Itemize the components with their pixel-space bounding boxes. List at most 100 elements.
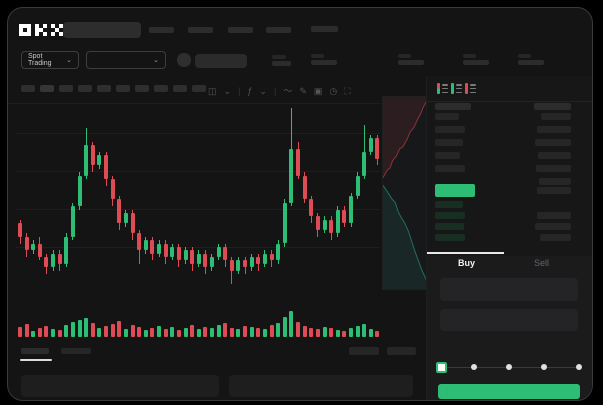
buy-button[interactable] bbox=[438, 384, 580, 399]
timeframe-button[interactable] bbox=[116, 85, 130, 92]
stat-label bbox=[463, 54, 476, 58]
volume-bar bbox=[322, 327, 327, 337]
market-type-dropdown[interactable]: Spot Trading ⌄ bbox=[21, 51, 79, 69]
nav-item[interactable] bbox=[266, 27, 291, 33]
volume-bar bbox=[203, 327, 208, 337]
volume-bar bbox=[329, 328, 334, 337]
candle-body bbox=[315, 216, 320, 230]
fullscreen-icon[interactable]: ⛶ bbox=[344, 86, 351, 96]
last-price-row[interactable] bbox=[427, 184, 592, 197]
timeframe-button[interactable] bbox=[154, 85, 168, 92]
timeframe-button[interactable] bbox=[40, 85, 54, 92]
price-input[interactable] bbox=[440, 278, 578, 301]
slider-stop-25[interactable] bbox=[471, 364, 477, 370]
candle-body bbox=[229, 260, 234, 271]
tab[interactable] bbox=[61, 348, 91, 354]
candle-body bbox=[203, 253, 208, 268]
timeframe-button[interactable] bbox=[21, 85, 35, 92]
volume-bar bbox=[368, 329, 373, 337]
pair-selector-dropdown[interactable]: ⌄ bbox=[86, 51, 166, 69]
volume-bar bbox=[349, 328, 353, 337]
orderbook-header[interactable] bbox=[427, 103, 592, 112]
candle-body bbox=[24, 236, 29, 251]
nav-item[interactable] bbox=[228, 27, 253, 33]
orderbook-asks-icon[interactable] bbox=[465, 83, 476, 94]
volume-bar bbox=[256, 328, 261, 337]
candle-body bbox=[163, 243, 168, 258]
candle-body bbox=[243, 260, 248, 268]
tab-buy[interactable]: Buy bbox=[458, 258, 476, 268]
chevron-down-icon[interactable]: ⌄ bbox=[259, 86, 267, 96]
candle-body bbox=[117, 199, 122, 224]
tab-active[interactable] bbox=[21, 348, 49, 354]
orderbook-all-icon[interactable] bbox=[437, 83, 448, 94]
volume-bar bbox=[176, 330, 181, 337]
candle-body bbox=[342, 209, 347, 224]
ask-row[interactable] bbox=[427, 165, 592, 174]
amount-placeholder bbox=[537, 187, 571, 194]
candle-body bbox=[137, 233, 142, 251]
candle-body bbox=[302, 175, 307, 200]
nav-item[interactable] bbox=[188, 27, 213, 33]
slider-stop-0[interactable] bbox=[436, 362, 447, 373]
ask-row[interactable] bbox=[427, 139, 592, 148]
orderbook-view-toggles bbox=[427, 76, 592, 102]
candle-body bbox=[176, 246, 181, 261]
candle-body bbox=[31, 243, 36, 251]
candle-body bbox=[196, 253, 201, 264]
right-panel: Buy Sell bbox=[426, 76, 592, 400]
stat-value bbox=[463, 60, 489, 65]
slider-stop-75[interactable] bbox=[541, 364, 547, 370]
timeframe-button[interactable] bbox=[97, 85, 111, 92]
camera-icon[interactable]: ▣ bbox=[313, 86, 323, 96]
tab-sell[interactable]: Sell bbox=[534, 258, 550, 268]
volume-bar bbox=[282, 317, 287, 337]
search-input[interactable] bbox=[63, 22, 141, 38]
slider-stop-100[interactable] bbox=[576, 364, 582, 370]
volume-bar bbox=[18, 327, 22, 337]
volume-bar bbox=[209, 328, 214, 337]
volume-bar bbox=[70, 322, 75, 337]
chevron-down-icon[interactable]: ⌄ bbox=[223, 86, 232, 96]
stat-value bbox=[311, 60, 337, 65]
volume-bar bbox=[37, 328, 42, 337]
chart-footer-button[interactable] bbox=[387, 347, 416, 355]
okx-logo bbox=[19, 23, 63, 37]
bid-row[interactable] bbox=[427, 212, 592, 221]
indicators-icon[interactable]: ƒ bbox=[247, 86, 253, 96]
timeframe-button[interactable] bbox=[59, 85, 73, 92]
candle-body bbox=[375, 138, 380, 159]
ask-row[interactable] bbox=[427, 113, 592, 122]
candlestick-chart[interactable] bbox=[16, 101, 380, 291]
volume-bar bbox=[163, 329, 168, 337]
timeframe-button[interactable] bbox=[173, 85, 187, 92]
divider: | bbox=[273, 86, 277, 96]
draw-icon[interactable]: ✎ bbox=[299, 86, 307, 96]
timeframe-button[interactable] bbox=[78, 85, 92, 92]
bid-row[interactable] bbox=[427, 234, 592, 243]
volume-bar bbox=[170, 327, 175, 337]
candle-body bbox=[223, 246, 228, 261]
chart-footer-button[interactable] bbox=[349, 347, 379, 355]
timeframe-button[interactable] bbox=[135, 85, 149, 92]
candle-body bbox=[190, 250, 195, 264]
bid-row[interactable] bbox=[427, 223, 592, 232]
volume-bar bbox=[249, 327, 254, 337]
bid-row[interactable] bbox=[427, 201, 592, 210]
nav-item[interactable] bbox=[149, 27, 174, 33]
timeframe-button[interactable] bbox=[192, 85, 206, 92]
line-tool-icon[interactable]: 〜 bbox=[283, 86, 293, 96]
amount-input[interactable] bbox=[440, 309, 578, 331]
chart-type-icon[interactable]: ◫ bbox=[208, 86, 217, 96]
orderbook-bids-icon[interactable] bbox=[451, 83, 462, 94]
history-icon[interactable]: ◷ bbox=[329, 86, 338, 96]
ask-row[interactable] bbox=[427, 126, 592, 135]
amount-placeholder bbox=[535, 139, 571, 146]
slider-stop-50[interactable] bbox=[506, 364, 512, 370]
price-placeholder bbox=[435, 139, 463, 146]
candle-body bbox=[335, 209, 340, 234]
ask-row[interactable] bbox=[427, 178, 592, 187]
ask-row[interactable] bbox=[427, 152, 592, 161]
nav-item[interactable] bbox=[311, 26, 338, 32]
candle-body bbox=[90, 145, 95, 166]
